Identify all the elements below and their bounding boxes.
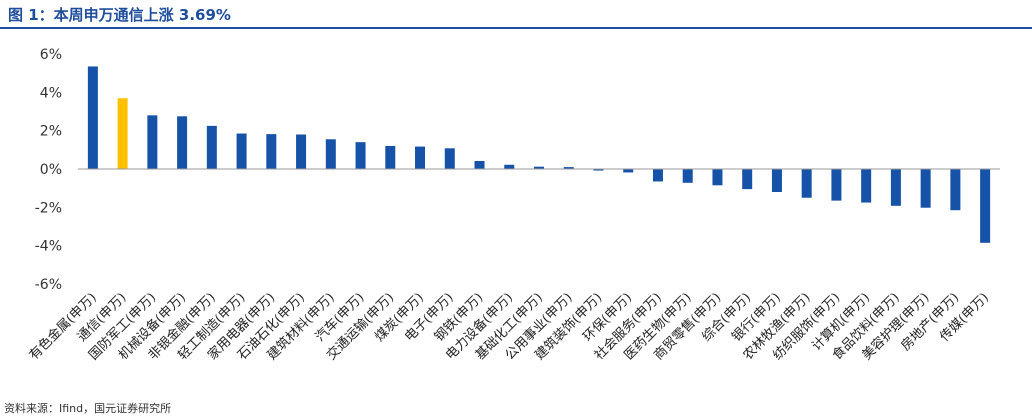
- bars-group: [87, 66, 991, 243]
- bar: [593, 169, 604, 171]
- bar: [177, 116, 188, 169]
- y-tick-label: 2%: [40, 124, 62, 140]
- bar: [117, 98, 128, 169]
- bar: [474, 160, 485, 169]
- y-tick-label: 0%: [40, 162, 62, 178]
- bar: [950, 169, 961, 211]
- bar: [861, 169, 872, 203]
- bar: [147, 115, 158, 169]
- bar: [742, 169, 753, 190]
- y-tick-label: 4%: [40, 85, 62, 101]
- bar: [415, 146, 426, 169]
- bar: [504, 164, 515, 169]
- bar: [206, 125, 217, 169]
- bar: [325, 139, 336, 169]
- bar: [563, 167, 574, 169]
- title-rule: [0, 27, 1032, 29]
- bar: [236, 133, 247, 169]
- figure-title: 图 1：本周申万通信上涨 3.69%: [8, 6, 231, 24]
- bar: [87, 66, 98, 169]
- x-labels-group: 有色金属(申万)通信(申万)国防军工(申万)机械设备(申万)非银金融(申万)轻工…: [26, 290, 992, 364]
- y-tick-label: -6%: [35, 277, 62, 293]
- source-note: 资料来源：Ifind，国元证券研究所: [4, 402, 172, 415]
- y-tick-label: -4%: [35, 239, 62, 255]
- bar: [266, 134, 277, 169]
- bar: [831, 169, 842, 201]
- bar: [534, 166, 544, 169]
- bar: [712, 169, 723, 186]
- bar: [682, 169, 693, 183]
- y-tick-label: 6%: [40, 47, 62, 63]
- bar: [890, 169, 901, 206]
- bar: [444, 148, 455, 169]
- bar: [623, 169, 634, 173]
- bar: [980, 169, 991, 243]
- bar: [801, 169, 812, 198]
- bar: [771, 169, 782, 192]
- y-axis: 6% 4% 2% 0% -2% -4% -6%: [35, 47, 62, 293]
- bar: [385, 146, 396, 169]
- bar: [652, 169, 663, 182]
- y-tick-label: -2%: [35, 200, 62, 216]
- bar-chart: 6% 4% 2% 0% -2% -4% -6% 有色金属(申万)通信(申万)国防军工(申万)…: [26, 47, 1000, 364]
- bar: [920, 169, 931, 208]
- bar: [355, 142, 366, 169]
- bar: [296, 134, 307, 169]
